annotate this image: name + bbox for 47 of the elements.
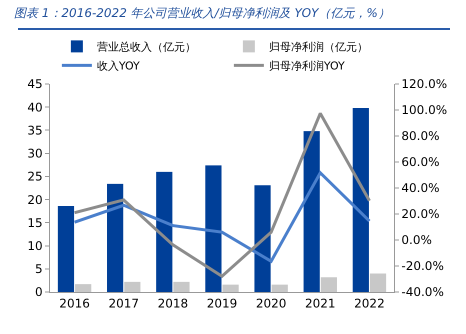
y-tick-label: 25: [27, 170, 43, 184]
y2-tick-label: -40.0%: [401, 285, 444, 300]
y-tick-label: 15: [27, 216, 43, 230]
y-tick-label: 30: [27, 146, 43, 161]
bar: [370, 274, 386, 292]
y-tick-label: 10: [27, 238, 43, 253]
y-tick-label: 5: [34, 262, 43, 276]
x-tick-label: 2017: [108, 296, 139, 310]
y2-tick-label: 80.0%: [401, 129, 440, 144]
bar: [222, 284, 239, 292]
x-tick-label: 2021: [305, 296, 336, 310]
bar: [156, 172, 172, 292]
y-tick-label: 20: [27, 192, 43, 207]
y2-tick-label: 0.0%: [401, 233, 432, 248]
line-series: [73, 112, 371, 278]
bar: [124, 282, 140, 292]
legend-label: 收入YOY: [96, 60, 140, 73]
bar: [58, 206, 74, 292]
y-tick-label: 35: [27, 123, 43, 138]
legend-label: 归母净利润（亿元）: [268, 40, 368, 54]
bar: [173, 282, 190, 292]
chart-title: 图表 1：2016-2022 年公司营业收入/归母净利润及 YOY（亿元，%）: [14, 6, 390, 20]
x-tick-label: 2016: [59, 296, 90, 310]
y2-tick-label: 20.0%: [401, 207, 440, 222]
legend-label: 营业总收入（亿元）: [96, 40, 196, 54]
bar: [75, 284, 92, 292]
y2-tick-label: 40.0%: [401, 181, 440, 196]
bar: [304, 131, 320, 292]
y2-tick-label: -20.0%: [401, 259, 444, 274]
bar: [352, 108, 369, 292]
x-tick-label: 2019: [206, 296, 238, 310]
bar: [205, 165, 222, 292]
bar: [272, 284, 288, 292]
y2-tick-label: 120.0%: [401, 77, 448, 92]
x-tick-label: 2022: [354, 296, 385, 310]
legend-label: 归母净利润YOY: [268, 60, 346, 73]
x-tick-label: 2018: [158, 296, 188, 310]
y-tick-label: 0: [34, 285, 43, 300]
x-tick-label: 2020: [256, 296, 286, 310]
bar: [320, 277, 337, 292]
y-tick-label: 40: [27, 100, 43, 114]
y2-tick-label: 100.0%: [401, 103, 448, 118]
bar: [107, 184, 124, 292]
y2-tick-label: 60.0%: [401, 155, 440, 170]
bar: [254, 185, 271, 292]
line-series: [73, 171, 371, 263]
y-tick-label: 45: [27, 77, 43, 92]
